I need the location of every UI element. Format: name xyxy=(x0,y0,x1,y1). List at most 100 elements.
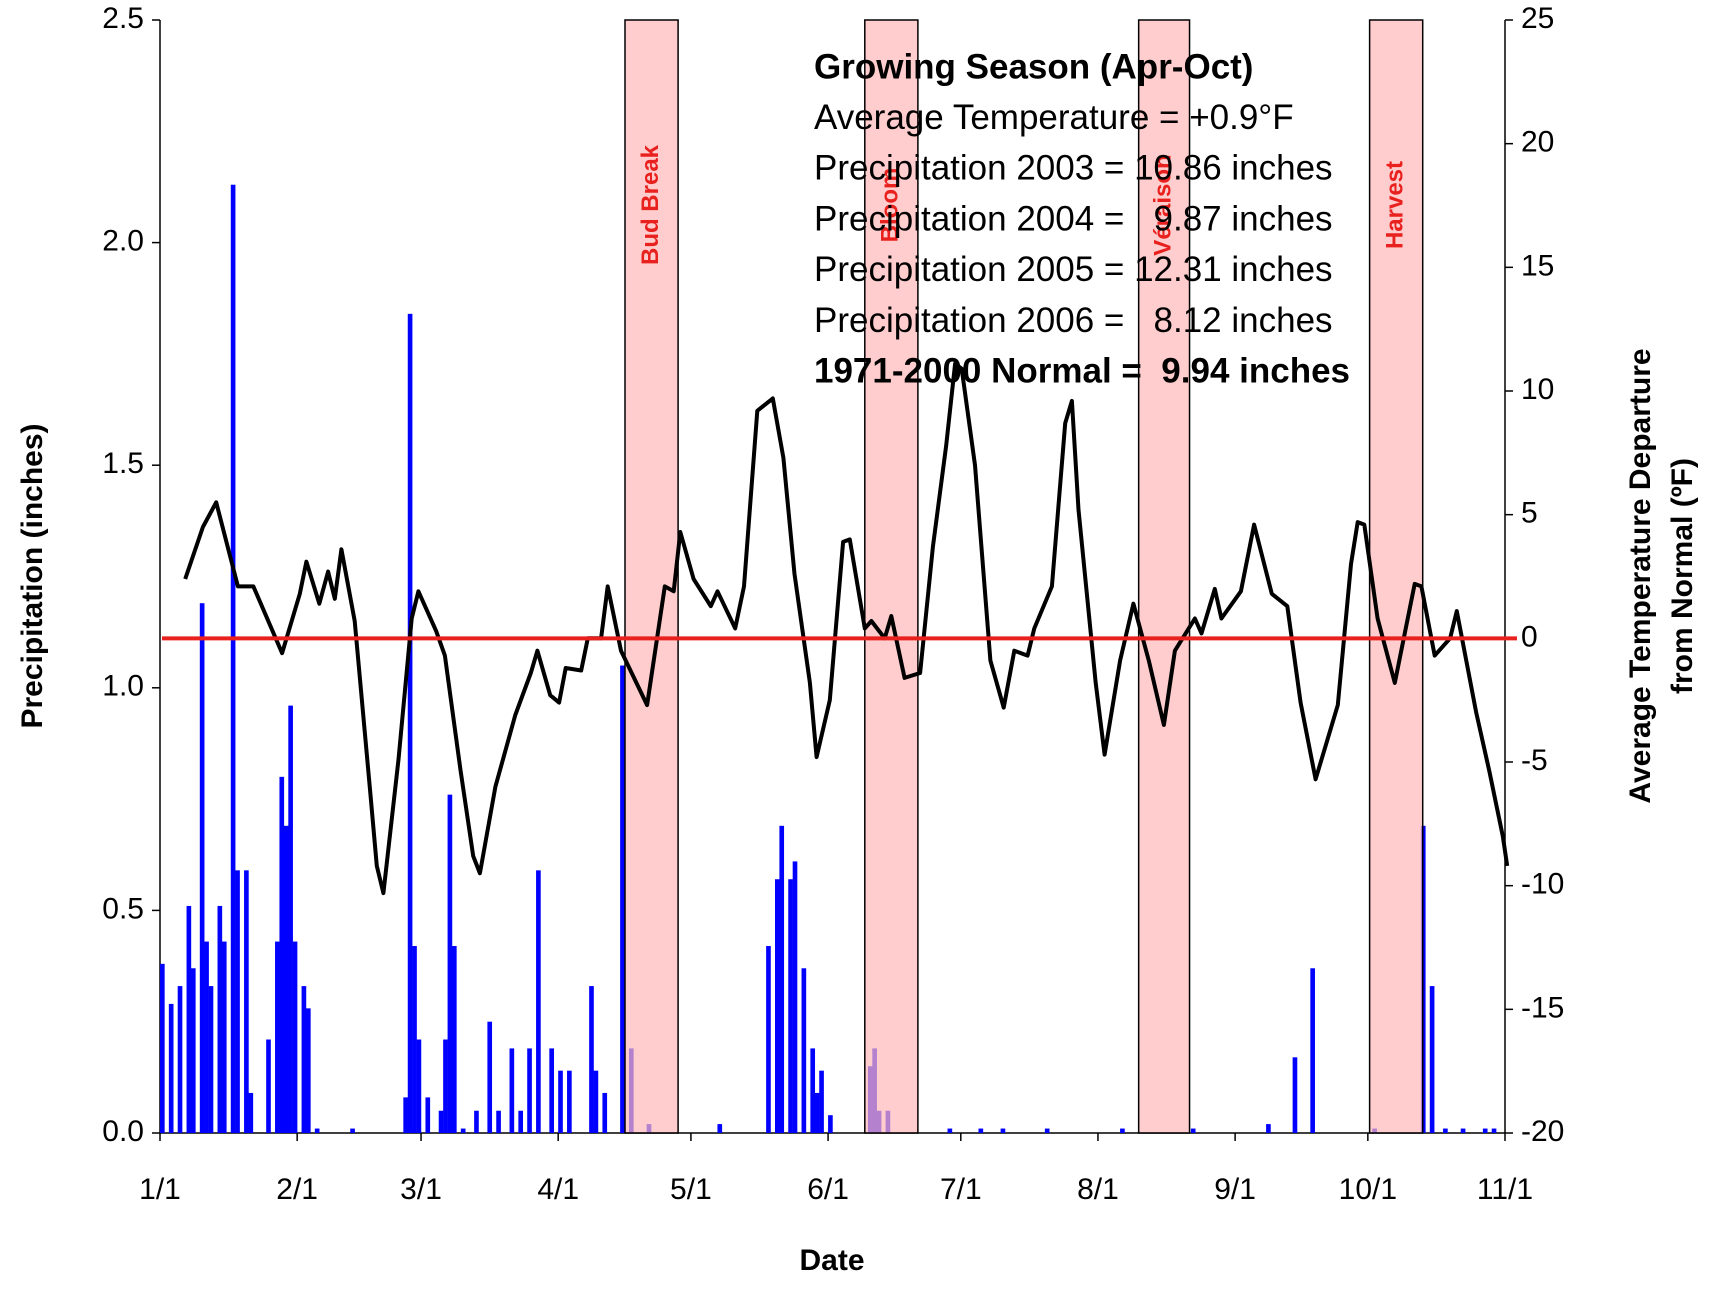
precip-bar xyxy=(275,941,280,1133)
precip-bar xyxy=(1000,1128,1006,1133)
y2-tick-label: -10 xyxy=(1521,868,1564,901)
precip-bar xyxy=(474,1110,479,1133)
y2-tick-label: 10 xyxy=(1521,373,1554,406)
precip-bar xyxy=(536,870,541,1133)
precip-bar xyxy=(204,941,209,1133)
annotation: Precipitation 2004 = 9.87 inches xyxy=(814,199,1333,238)
x-tick-label: 3/1 xyxy=(400,1173,442,1206)
precip-bar xyxy=(509,1048,515,1133)
y2-tick-label: -20 xyxy=(1521,1115,1564,1148)
precip-bar xyxy=(801,968,807,1133)
precip-bar xyxy=(221,941,227,1133)
x-tick-label: 8/1 xyxy=(1077,1173,1119,1206)
annotation: 1971-2000 Normal = 9.94 inches xyxy=(814,351,1350,390)
precip-bar xyxy=(230,184,236,1133)
precip-bar xyxy=(589,986,594,1133)
precip-bar xyxy=(292,941,298,1133)
precip-bar xyxy=(452,946,457,1133)
x-tick-label: 2/1 xyxy=(276,1173,318,1206)
phase-window xyxy=(624,19,679,1134)
precip-bar xyxy=(1292,1057,1298,1133)
y-tick-label: 0.0 xyxy=(102,1115,144,1148)
precip-bar xyxy=(407,313,413,1133)
precip-bar xyxy=(168,1003,174,1133)
x-tick-label: 1/1 xyxy=(139,1173,181,1206)
precip-bar xyxy=(1044,1128,1050,1133)
precip-bar xyxy=(717,1124,723,1133)
y-tick-label: 2.5 xyxy=(102,2,144,35)
precip-bar xyxy=(244,870,249,1133)
annotation: Precipitation 2003 = 10.86 inches xyxy=(814,149,1333,188)
precip-bar xyxy=(460,1128,466,1133)
precip-bar xyxy=(1190,1128,1196,1133)
x-tick-label: 5/1 xyxy=(670,1173,712,1206)
x-tick-label: 10/1 xyxy=(1339,1173,1397,1206)
precip-bar xyxy=(160,963,165,1133)
precip-bar xyxy=(788,879,793,1133)
phase-window xyxy=(864,19,919,1134)
precip-bar xyxy=(301,986,307,1133)
phase-window xyxy=(1368,19,1424,1134)
precip-bar xyxy=(403,1097,408,1133)
precip-bar xyxy=(810,1048,816,1133)
y2-tick-label: 0 xyxy=(1521,620,1538,653)
precip-bar xyxy=(602,1092,608,1133)
y2-axis-title: Average Temperature Departure xyxy=(1624,348,1657,803)
precip-bar xyxy=(1460,1128,1466,1133)
annotation: Precipitation 2006 = 8.12 inches xyxy=(814,301,1333,340)
precip-bar xyxy=(814,1092,820,1133)
precip-bar xyxy=(190,968,196,1133)
y-axis-title: Precipitation (inches) xyxy=(16,423,49,728)
precip-bar xyxy=(1266,1124,1271,1133)
precip-bar xyxy=(283,825,289,1133)
precip-bar xyxy=(1443,1128,1448,1133)
precip-bar xyxy=(1429,986,1435,1133)
precip-bar xyxy=(779,825,785,1133)
precip-bar xyxy=(186,905,192,1133)
precip-bar xyxy=(288,705,293,1133)
precip-bar xyxy=(412,946,417,1133)
precip-bar xyxy=(819,1070,824,1133)
precip-bar xyxy=(425,1097,431,1133)
y2-tick-label: 20 xyxy=(1521,126,1554,159)
x-tick-label: 6/1 xyxy=(807,1173,849,1206)
phase-label: Bloom xyxy=(877,168,904,243)
precip-bar xyxy=(177,986,183,1133)
phase-label: Bud Break xyxy=(637,144,664,265)
precip-bar xyxy=(279,776,285,1133)
precip-bar xyxy=(1482,1128,1488,1133)
precip-bar xyxy=(593,1070,599,1133)
precip-bar xyxy=(567,1070,572,1133)
y2-axis-title: from Normal (ºF) xyxy=(1666,458,1699,694)
y-tick-label: 1.5 xyxy=(102,447,144,480)
precip-bar xyxy=(1310,968,1315,1133)
precip-bar xyxy=(487,1021,493,1133)
y-tick-label: 2.0 xyxy=(102,225,144,258)
annotation: Precipitation 2005 = 12.31 inches xyxy=(814,250,1333,289)
phase-label: Harvest xyxy=(1382,161,1409,249)
phase-window xyxy=(1137,19,1191,1134)
y-tick-label: 1.0 xyxy=(102,670,144,703)
precip-bar xyxy=(620,665,625,1133)
precip-bar xyxy=(1120,1128,1125,1133)
y2-tick-label: 25 xyxy=(1521,2,1554,35)
precip-bar xyxy=(527,1048,532,1133)
precip-bar xyxy=(350,1128,355,1133)
precip-bar xyxy=(828,1115,833,1133)
annotation: Average Temperature = +0.9°F xyxy=(814,98,1294,137)
x-axis-title: Date xyxy=(799,1244,864,1277)
precip-bar xyxy=(766,946,771,1133)
annotation: Growing Season (Apr-Oct) xyxy=(814,47,1253,86)
precip-bar xyxy=(208,986,214,1133)
precip-bar xyxy=(438,1110,444,1133)
precip-bar xyxy=(549,1048,554,1133)
precip-bar xyxy=(235,870,240,1133)
y2-tick-label: -5 xyxy=(1521,744,1548,777)
precip-bar xyxy=(792,861,798,1133)
x-tick-label: 4/1 xyxy=(537,1173,579,1206)
precip-bar xyxy=(558,1070,563,1133)
precip-bar xyxy=(443,1039,448,1133)
precip-bar xyxy=(774,879,780,1133)
precip-bar xyxy=(447,794,453,1133)
